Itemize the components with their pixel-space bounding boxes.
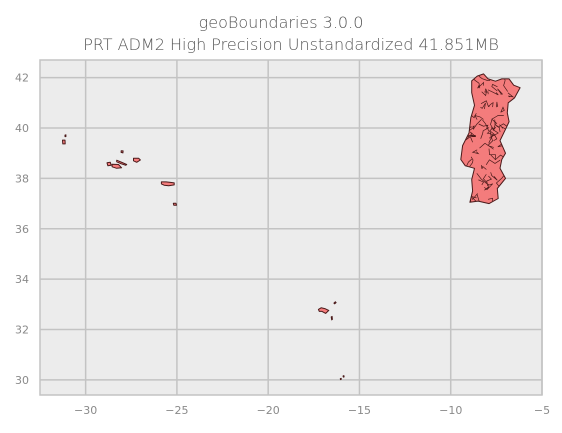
district-boundary-line <box>500 106 505 113</box>
district-boundary-line <box>490 172 498 181</box>
district-boundary-line <box>490 118 498 130</box>
district-boundary-line <box>507 92 515 98</box>
region-corvo <box>64 134 67 138</box>
district-boundary-line <box>499 124 508 131</box>
region-madeira <box>317 307 330 314</box>
district-boundary-line <box>487 131 494 146</box>
district-boundary-line <box>480 127 490 139</box>
region-pico <box>111 163 123 169</box>
district-boundary-line <box>486 175 493 186</box>
district-boundary-line <box>468 156 474 169</box>
district-boundary-line <box>480 100 490 107</box>
region-sao-jorge <box>116 159 128 166</box>
district-boundary-line <box>471 149 480 155</box>
district-boundary-line <box>477 81 485 89</box>
region-desertas <box>330 315 333 321</box>
district-boundary-line <box>484 183 493 191</box>
region-santa-maria <box>172 202 177 206</box>
district-boundary-line <box>476 173 490 186</box>
district-boundary-line <box>496 101 499 108</box>
district-boundary-line <box>489 130 498 142</box>
district-boundary-line <box>480 165 487 170</box>
district-boundary-line <box>480 102 486 110</box>
district-boundary-line <box>474 114 484 120</box>
district-boundary-line <box>479 143 491 149</box>
district-boundary-line <box>498 123 509 133</box>
x-tick-label: −30 <box>74 404 97 417</box>
region-sao-miguel <box>160 181 175 187</box>
district-boundary-line <box>487 89 499 96</box>
region-porto-santo <box>333 301 337 305</box>
region-graciosa <box>120 150 124 154</box>
y-tick-label: 40 <box>15 122 29 135</box>
y-tick-label: 32 <box>15 324 29 337</box>
district-boundary-line <box>482 119 489 132</box>
district-boundary-line <box>488 148 496 160</box>
y-tick-label: 34 <box>15 273 29 286</box>
y-tick-label: 36 <box>15 223 29 236</box>
district-boundary-line <box>490 127 499 137</box>
district-boundary-line <box>491 83 498 92</box>
district-boundary-line <box>482 174 488 183</box>
district-boundary-line <box>467 131 476 138</box>
district-boundary-line <box>472 119 482 130</box>
region-faial <box>106 161 112 167</box>
y-tick-label: 30 <box>15 374 29 387</box>
district-boundary-line <box>485 159 501 165</box>
region-terceira <box>133 157 141 163</box>
x-tick-label: −20 <box>257 404 280 417</box>
plot-area <box>39 59 543 396</box>
plot-background <box>40 60 542 395</box>
district-boundary-line <box>490 154 504 161</box>
map-title-line-1: geoBoundaries 3.0.0 <box>199 13 364 32</box>
district-boundary-line <box>484 186 490 191</box>
district-boundary-line <box>489 145 494 150</box>
x-tick-label: −25 <box>165 404 188 417</box>
region-flores <box>62 139 66 145</box>
y-tick-label: 38 <box>15 172 29 185</box>
district-boundary-line <box>478 76 491 81</box>
district-boundary-line <box>477 179 484 186</box>
district-boundary-line <box>497 88 503 95</box>
region-selvagem-pequena <box>339 377 342 381</box>
region-selvagens <box>342 375 345 378</box>
district-boundary-line <box>469 135 476 143</box>
x-tick-label: −5 <box>534 404 550 417</box>
y-axis-ticks: 30 32 34 36 38 40 42 <box>15 72 29 387</box>
x-tick-label: −15 <box>348 404 371 417</box>
map-title-line-2: PRT ADM2 High Precision Unstandardized 4… <box>83 35 499 54</box>
x-axis-ticks: −30 −25 −20 −15 −10 −5 <box>74 404 550 417</box>
district-boundary-line <box>491 114 504 120</box>
district-boundary-line <box>481 88 487 97</box>
y-tick-label: 42 <box>15 72 29 85</box>
district-boundary-line <box>488 102 494 108</box>
plot-frame <box>39 59 543 396</box>
district-boundary-line <box>488 134 494 144</box>
x-tick-label: −10 <box>439 404 462 417</box>
